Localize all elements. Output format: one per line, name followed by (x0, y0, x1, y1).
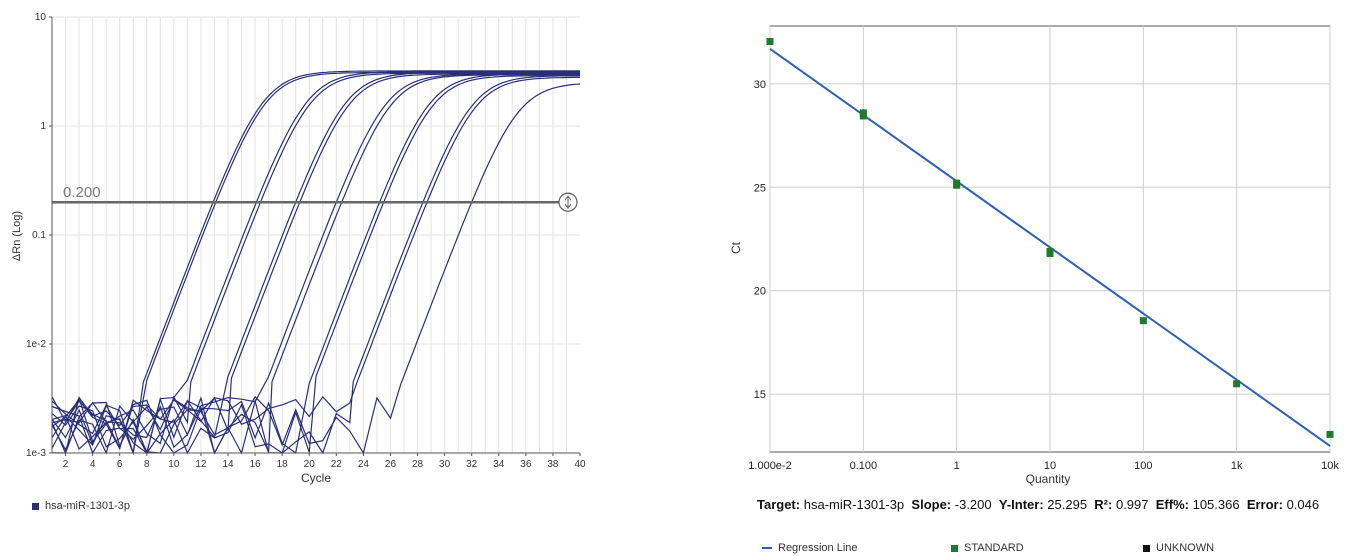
amp-curve (51, 72, 580, 449)
std-grid (769, 25, 1331, 453)
standard-point (1139, 317, 1147, 325)
legend-standard: STANDARD (951, 542, 1024, 554)
stats-slope-label: Slope: (911, 497, 952, 512)
amp-legend: hsa-miR-1301-3p (32, 500, 130, 512)
amp-x-tick-label: 36 (520, 459, 532, 470)
amp-x-tick-label: 38 (547, 459, 559, 470)
standard-point (1326, 430, 1334, 438)
std-x-tick-label: 1 (954, 460, 960, 472)
amp-x-tick-label: 8 (144, 459, 150, 470)
standard-point (766, 38, 774, 46)
amp-curve (51, 83, 581, 455)
amp-curve (51, 71, 580, 455)
stats-r2-label: R²: (1094, 497, 1113, 512)
amp-curve (51, 73, 580, 455)
amp-x-tick-label: 40 (574, 459, 586, 470)
std-y-tick-label: 25 (754, 182, 766, 194)
stats-error-value: 0.046 (1286, 497, 1320, 512)
std-axes: 1.000e-2 0.100 1 10 100 1k 10k 15 20 25 30 (748, 79, 1339, 472)
amp-x-tick-label: 26 (385, 459, 397, 470)
amp-legend-swatch (32, 502, 39, 510)
standard-point (953, 181, 961, 189)
amp-x-axis-label: Cycle (301, 471, 331, 485)
amp-x-tick-label: 16 (250, 459, 262, 470)
std-x-tick-label: 100 (1134, 460, 1152, 472)
std-x-tick-label: 1.000e-2 (748, 460, 791, 472)
standard-curve-stats: Target: hsa-miR-1301-3p Slope: -3.200 Y-… (757, 497, 1319, 512)
stats-error-label: Error: (1246, 497, 1283, 512)
std-x-tick-label: 10k (1321, 460, 1339, 472)
amp-x-tick-label: 28 (412, 459, 424, 470)
threshold-label: 0.200 (63, 184, 101, 201)
standard-swatch (951, 544, 958, 552)
amplification-plot: 0.200 2 4 6 8 10 12 14 16 18 20 22 24 26 28 30 32 34 36 38… (11, 12, 586, 485)
amp-y-tick-label: 0.1 (32, 230, 46, 241)
std-y-tick-label: 30 (754, 79, 766, 91)
unknown-swatch (1143, 544, 1150, 552)
standard-point (859, 112, 867, 120)
amp-x-tick-label: 18 (277, 459, 289, 470)
amp-x-tick-label: 22 (331, 459, 343, 470)
amp-x-tick-label: 4 (90, 459, 96, 470)
amp-x-tick-label: 14 (222, 459, 234, 470)
stats-eff-label: Eff%: (1155, 497, 1189, 512)
standard-point (1233, 380, 1241, 388)
amp-curve (51, 76, 580, 451)
amp-x-tick-label: 12 (195, 459, 207, 470)
stats-eff-value: 105.366 (1192, 497, 1240, 512)
std-points (766, 38, 1334, 438)
std-y-tick-label: 15 (754, 389, 766, 401)
stats-target-label: Target: (757, 497, 801, 512)
legend-unknown-label: UNKNOWN (1156, 542, 1215, 554)
amp-curves (51, 70, 581, 456)
amp-x-tick-label: 10 (168, 459, 180, 470)
threshold-drag-icon (564, 195, 572, 210)
std-x-tick-label: 1k (1231, 460, 1243, 472)
std-x-axis-label: Quantity (1026, 472, 1071, 486)
stats-r2-value: 0.997 (1115, 497, 1149, 512)
std-y-axis-label: Ct (729, 241, 743, 254)
amp-curve (51, 75, 580, 455)
stats-target-value: hsa-miR-1301-3p (803, 497, 905, 512)
stats-yinter-label: Y-Inter: (998, 497, 1044, 512)
std-y-tick-label: 20 (754, 286, 766, 298)
amp-y-tick-label: 10 (35, 12, 47, 23)
std-x-tick-label: 10 (1044, 460, 1056, 472)
amp-x-tick-label: 30 (439, 459, 451, 470)
amp-y-tick-label: 1e-3 (26, 448, 46, 459)
amp-threshold: 0.200 (52, 184, 578, 212)
stats-yinter-value: 25.295 (1047, 497, 1088, 512)
amp-x-tick-label: 20 (304, 459, 316, 470)
legend-regression-label: Regression Line (778, 542, 858, 554)
amp-x-tick-label: 32 (466, 459, 478, 470)
amp-x-tick-label: 6 (117, 459, 123, 470)
amp-legend-label: hsa-miR-1301-3p (45, 500, 130, 512)
amp-curve (51, 70, 580, 456)
legend-regression: Regression Line (762, 542, 858, 554)
legend-standard-label: STANDARD (964, 542, 1024, 554)
amp-axes: 2 4 6 8 10 12 14 16 18 20 22 24 26 28 30 32 34 36 38 401010… (26, 12, 586, 470)
regression-line-swatch (762, 547, 772, 549)
amp-y-axis-label: ΔRn (Log) (11, 211, 23, 261)
amp-y-tick-label: 1e-2 (26, 339, 46, 350)
amp-x-tick-label: 24 (358, 459, 370, 470)
amp-x-tick-label: 34 (493, 459, 505, 470)
amp-curve (51, 71, 580, 455)
amp-y-tick-label: 1 (40, 121, 46, 132)
standard-curve-plot: 1.000e-2 0.100 1 10 100 1k 10k 15 20 25 30 Quantit… (729, 25, 1339, 486)
standard-point (1046, 249, 1054, 257)
stats-slope-value: -3.200 (954, 497, 992, 512)
legend-unknown: UNKNOWN (1143, 542, 1214, 554)
amp-curve (51, 75, 580, 455)
amp-x-tick-label: 2 (63, 459, 69, 470)
std-x-tick-label: 0.100 (850, 460, 878, 472)
amp-grid (52, 16, 580, 454)
